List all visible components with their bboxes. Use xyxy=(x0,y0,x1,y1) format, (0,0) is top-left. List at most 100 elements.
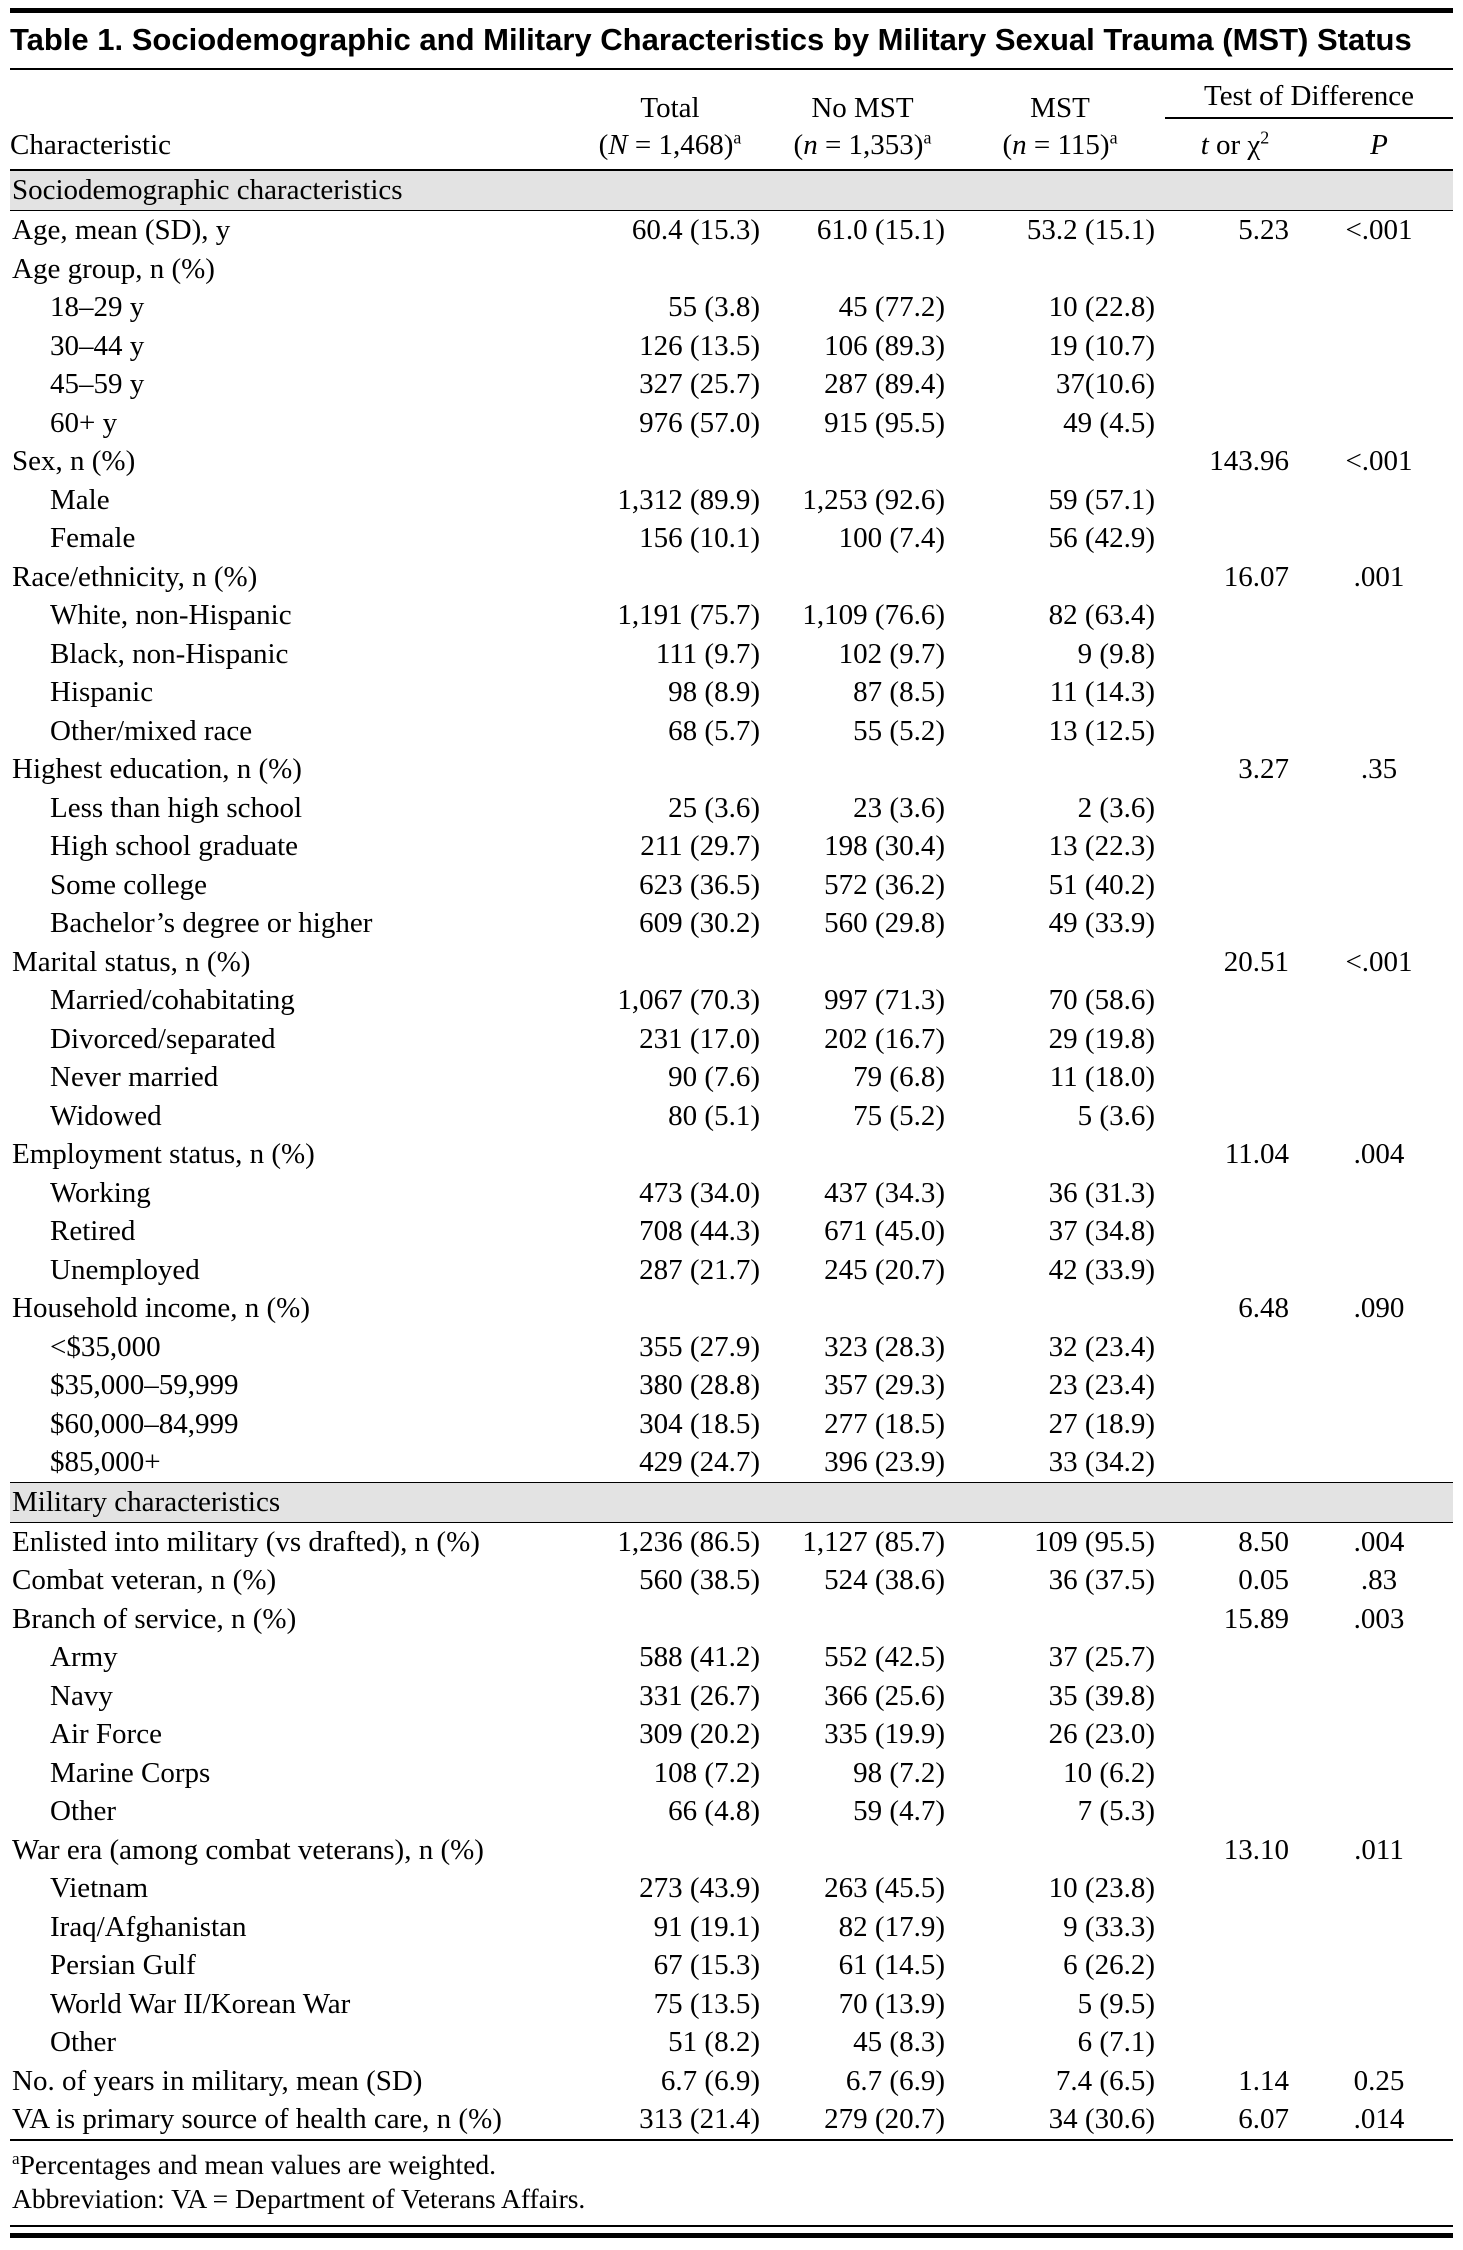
total-value xyxy=(570,558,770,597)
total-value: 355 (27.9) xyxy=(639,1330,760,1363)
p-value xyxy=(1305,1677,1453,1716)
total-value: 623 (36.5) xyxy=(639,868,760,901)
total-value: 609 (30.2) xyxy=(639,907,760,940)
mst-value: 37 (25.7) xyxy=(1048,1641,1155,1674)
row-label: White, non-Hispanic xyxy=(50,599,292,632)
table-row: Marine Corps 108 (7.2) 98 (7.2) 10 (6.2) xyxy=(10,1754,1453,1793)
table-row: Vietnam 273 (43.9) 263 (45.5) 10 (23.8) xyxy=(10,1869,1453,1908)
no-mst-value: 437 (34.3) xyxy=(824,1176,945,1209)
p-value xyxy=(1305,365,1453,404)
mst-value: 53.2 (15.1) xyxy=(1026,214,1155,247)
mst-value: 26 (23.0) xyxy=(1048,1718,1155,1751)
p-value xyxy=(1305,1985,1453,2024)
stat-value xyxy=(1165,327,1305,366)
p-value xyxy=(1305,1638,1453,1677)
total-value xyxy=(570,750,770,789)
mst-value: 29 (19.8) xyxy=(1048,1022,1155,1055)
table-row: $85,000+ 429 (24.7) 396 (23.9) 33 (34.2) xyxy=(10,1443,1453,1482)
col-header-no-mst-line1: No MST xyxy=(811,92,914,125)
no-mst-value: 552 (42.5) xyxy=(824,1641,945,1674)
total-value: 91 (19.1) xyxy=(653,1910,760,1943)
no-mst-value: 75 (5.2) xyxy=(853,1099,945,1132)
stat-value: 11.04 xyxy=(1224,1138,1289,1171)
row-label: Combat veteran, n (%) xyxy=(12,1564,277,1597)
p-value: .001 xyxy=(1353,560,1405,593)
mst-value: 9 (33.3) xyxy=(1063,1910,1155,1943)
col-header-total-line2: (N = 1,468)a xyxy=(598,127,742,162)
total-value: 231 (17.0) xyxy=(639,1022,760,1055)
mst-value: 109 (95.5) xyxy=(1034,1525,1155,1558)
total-value: 1,312 (89.9) xyxy=(617,483,760,516)
col-header-statistic: t or χ2 xyxy=(1165,118,1305,172)
row-label: Less than high school xyxy=(50,791,303,824)
stat-value xyxy=(1165,827,1305,866)
row-label: <$35,000 xyxy=(50,1330,161,1363)
footnote-text: Percentages and mean values are weighted… xyxy=(19,2148,497,2180)
stat-value xyxy=(1165,1638,1305,1677)
p-value: <.001 xyxy=(1345,445,1413,478)
p-value xyxy=(1305,519,1453,558)
col-header-no-mst: No MST (n = 1,353)a xyxy=(770,70,955,172)
p-value xyxy=(1305,1946,1453,1985)
row-label: Black, non-Hispanic xyxy=(50,637,289,670)
no-mst-value: 198 (30.4) xyxy=(824,830,945,863)
no-mst-value xyxy=(770,1135,955,1174)
row-label: Male xyxy=(50,483,110,516)
total-value: 331 (26.7) xyxy=(639,1679,760,1712)
p-value xyxy=(1305,1251,1453,1290)
row-label: 60+ y xyxy=(50,406,118,439)
total-value: 55 (3.8) xyxy=(668,291,760,324)
mst-value: 10 (6.2) xyxy=(1063,1756,1155,1789)
table-row: Enlisted into military (vs drafted), n (… xyxy=(10,1522,1453,1561)
mst-value: 27 (18.9) xyxy=(1048,1407,1155,1440)
row-label: High school graduate xyxy=(50,830,299,863)
p-value xyxy=(1305,789,1453,828)
row-label: VA is primary source of health care, n (… xyxy=(12,2103,502,2136)
total-value: 309 (20.2) xyxy=(639,1718,760,1751)
mst-value: 34 (30.6) xyxy=(1048,2103,1155,2136)
table-row: Iraq/Afghanistan 91 (19.1) 82 (17.9) 9 (33.… xyxy=(10,1908,1453,1947)
row-label: World War II/Korean War xyxy=(50,1987,351,2020)
mst-value: 10 (22.8) xyxy=(1048,291,1155,324)
stat-value xyxy=(1165,866,1305,905)
stat-value xyxy=(1165,1212,1305,1251)
table-row: 60+ y 976 (57.0) 915 (95.5) 49 (4.5) xyxy=(10,404,1453,443)
total-value: 429 (24.7) xyxy=(639,1446,760,1479)
mst-value: 7 (5.3) xyxy=(1077,1795,1155,1828)
mst-value: 11 (14.3) xyxy=(1049,676,1155,709)
table-row: VA is primary source of health care, n (… xyxy=(10,2100,1453,2139)
stat-value xyxy=(1165,673,1305,712)
mst-value: 35 (39.8) xyxy=(1048,1679,1155,1712)
table-row: Age, mean (SD), y 60.4 (15.3) 61.0 (15.1) 5… xyxy=(10,211,1453,250)
no-mst-value xyxy=(770,1831,955,1870)
mst-value: 49 (33.9) xyxy=(1048,907,1155,940)
no-mst-value: 106 (89.3) xyxy=(824,329,945,362)
table-row: Race/ethnicity, n (%) 16.07 .001 xyxy=(10,558,1453,597)
no-mst-value: 59 (4.7) xyxy=(853,1795,945,1828)
table-row: Other 66 (4.8) 59 (4.7) 7 (5.3) xyxy=(10,1792,1453,1831)
stat-value xyxy=(1165,1677,1305,1716)
total-value: 126 (13.5) xyxy=(639,329,760,362)
section-row: Military characteristics xyxy=(10,1481,1453,1523)
table-row: Black, non-Hispanic 111 (9.7) 102 (9.7) 9 (… xyxy=(10,635,1453,674)
total-value: 1,236 (86.5) xyxy=(617,1525,760,1558)
footnotes: aPercentages and mean values are weighte… xyxy=(10,2138,1453,2225)
p-value xyxy=(1305,1792,1453,1831)
stat-value xyxy=(1165,288,1305,327)
table-row: Combat veteran, n (%) 560 (38.5) 524 (38.6… xyxy=(10,1561,1453,1600)
footnote-text: Abbreviation: VA = Department of Veteran… xyxy=(12,2182,586,2214)
row-label: 18–29 y xyxy=(50,291,145,324)
p-value xyxy=(1305,1715,1453,1754)
mst-value: 7.4 (6.5) xyxy=(1055,2064,1155,2097)
row-label: Employment status, n (%) xyxy=(12,1138,315,1171)
table-row: Other 51 (8.2) 45 (8.3) 6 (7.1) xyxy=(10,2023,1453,2062)
no-mst-value: 45 (77.2) xyxy=(838,291,945,324)
no-mst-value: 87 (8.5) xyxy=(853,676,945,709)
col-header-no-mst-line2: (n = 1,353)a xyxy=(793,127,932,162)
row-label: Enlisted into military (vs drafted), n (… xyxy=(12,1525,480,1558)
p-value: .003 xyxy=(1353,1602,1405,1635)
row-label: Unemployed xyxy=(50,1253,200,1286)
mst-value: 19 (10.7) xyxy=(1048,329,1155,362)
stat-value xyxy=(1165,250,1305,289)
row-label: Divorced/separated xyxy=(50,1022,276,1055)
